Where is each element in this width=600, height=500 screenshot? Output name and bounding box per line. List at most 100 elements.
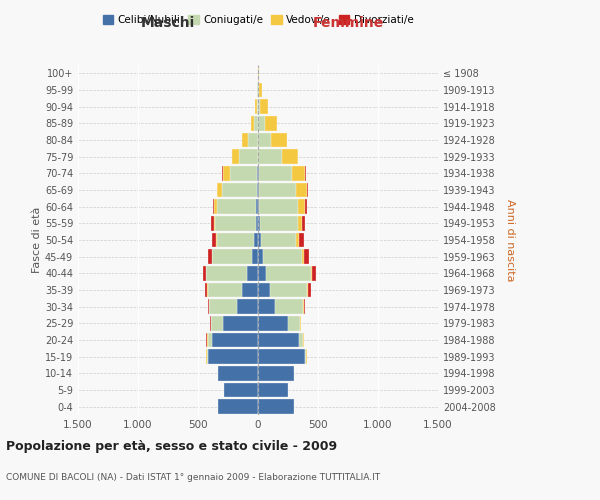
- Bar: [212, 332, 258, 347]
- Bar: [303, 332, 304, 347]
- Bar: [203, 266, 206, 280]
- Bar: [258, 166, 259, 180]
- Bar: [261, 232, 296, 248]
- Bar: [212, 232, 216, 248]
- Bar: [258, 250, 263, 264]
- Bar: [305, 166, 306, 180]
- Bar: [258, 266, 266, 280]
- Bar: [258, 350, 305, 364]
- Y-axis label: Anni di nascita: Anni di nascita: [505, 198, 515, 281]
- Bar: [217, 182, 222, 198]
- Bar: [265, 116, 277, 130]
- Bar: [217, 232, 254, 248]
- Bar: [207, 350, 208, 364]
- Bar: [214, 216, 215, 230]
- Bar: [258, 82, 259, 98]
- Bar: [257, 100, 258, 114]
- Text: Maschi: Maschi: [141, 16, 195, 30]
- Bar: [259, 166, 292, 180]
- Bar: [258, 100, 260, 114]
- Bar: [270, 282, 307, 298]
- Bar: [258, 116, 265, 130]
- Bar: [304, 250, 309, 264]
- Bar: [292, 166, 305, 180]
- Bar: [208, 282, 242, 298]
- Bar: [210, 316, 211, 330]
- Bar: [211, 316, 223, 330]
- Bar: [218, 400, 258, 414]
- Bar: [282, 150, 298, 164]
- Bar: [307, 282, 308, 298]
- Bar: [239, 150, 258, 164]
- Bar: [206, 332, 207, 347]
- Bar: [257, 166, 258, 180]
- Bar: [251, 116, 254, 130]
- Bar: [263, 250, 302, 264]
- Bar: [299, 332, 303, 347]
- Bar: [224, 382, 258, 398]
- Bar: [305, 200, 307, 214]
- Bar: [258, 382, 288, 398]
- Bar: [223, 166, 230, 180]
- Bar: [307, 182, 308, 198]
- Bar: [275, 300, 303, 314]
- Bar: [258, 200, 259, 214]
- Bar: [296, 232, 299, 248]
- Bar: [311, 266, 312, 280]
- Text: Femmine: Femmine: [313, 16, 383, 30]
- Bar: [211, 216, 214, 230]
- Bar: [237, 300, 258, 314]
- Bar: [215, 216, 256, 230]
- Bar: [299, 232, 304, 248]
- Bar: [300, 316, 301, 330]
- Bar: [213, 200, 214, 214]
- Bar: [258, 366, 294, 380]
- Bar: [208, 350, 258, 364]
- Bar: [298, 200, 305, 214]
- Bar: [306, 350, 307, 364]
- Bar: [232, 150, 239, 164]
- Bar: [257, 82, 258, 98]
- Bar: [256, 200, 258, 214]
- Bar: [209, 300, 237, 314]
- Bar: [258, 332, 299, 347]
- Bar: [247, 266, 258, 280]
- Y-axis label: Fasce di età: Fasce di età: [32, 207, 42, 273]
- Bar: [254, 232, 258, 248]
- Bar: [248, 132, 258, 148]
- Bar: [302, 250, 304, 264]
- Bar: [256, 216, 258, 230]
- Bar: [206, 350, 207, 364]
- Bar: [252, 250, 258, 264]
- Bar: [258, 182, 259, 198]
- Bar: [304, 300, 305, 314]
- Bar: [258, 132, 271, 148]
- Bar: [208, 332, 212, 347]
- Text: COMUNE DI BACOLI (NA) - Dati ISTAT 1° gennaio 2009 - Elaborazione TUTTITALIA.IT: COMUNE DI BACOLI (NA) - Dati ISTAT 1° ge…: [6, 473, 380, 482]
- Bar: [255, 100, 257, 114]
- Bar: [259, 182, 296, 198]
- Bar: [288, 316, 300, 330]
- Bar: [258, 232, 261, 248]
- Bar: [218, 366, 258, 380]
- Bar: [223, 316, 258, 330]
- Bar: [258, 282, 270, 298]
- Bar: [258, 216, 260, 230]
- Bar: [312, 266, 316, 280]
- Bar: [207, 282, 208, 298]
- Bar: [208, 300, 209, 314]
- Bar: [258, 150, 282, 164]
- Legend: Celibi/Nubili, Coniugati/e, Vedovi/e, Divorziati/e: Celibi/Nubili, Coniugati/e, Vedovi/e, Di…: [98, 10, 418, 29]
- Bar: [260, 216, 298, 230]
- Bar: [230, 166, 257, 180]
- Bar: [242, 282, 258, 298]
- Bar: [258, 316, 288, 330]
- Bar: [266, 266, 311, 280]
- Bar: [298, 216, 302, 230]
- Bar: [296, 182, 307, 198]
- Bar: [258, 300, 275, 314]
- Bar: [208, 250, 212, 264]
- Bar: [302, 216, 305, 230]
- Bar: [258, 66, 259, 80]
- Bar: [308, 282, 311, 298]
